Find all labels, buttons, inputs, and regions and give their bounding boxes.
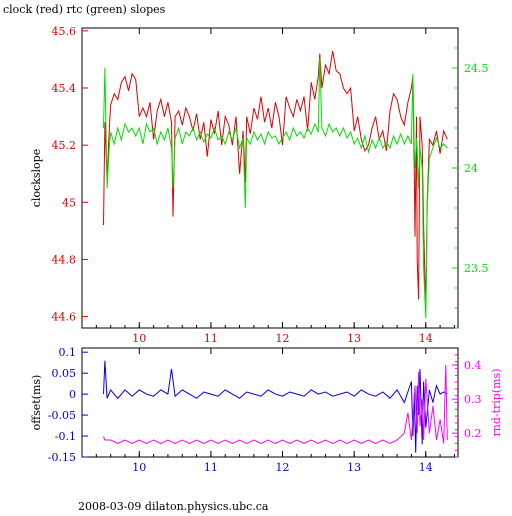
y-left-tick-label: -0.1 [55, 430, 76, 443]
y-right-tick-label: 0.2 [464, 427, 482, 440]
series-blue-line [103, 360, 448, 453]
y-left-tick-label: 44.8 [52, 253, 77, 266]
y-left-tick-label: 45 [62, 196, 76, 209]
y-left-tick-label: 45.6 [52, 25, 77, 38]
y-right-axis-title: rnd-trip(ms) [490, 369, 503, 437]
x-tick-label: 11 [204, 461, 218, 474]
y-left-tick-label: 0.05 [52, 367, 77, 380]
y-right-tick-label: 0.4 [464, 359, 482, 372]
y-right-tick-label: 24.5 [464, 62, 489, 75]
y-left-tick-label: 45.4 [52, 82, 77, 95]
y-left-axis-title: clockslope [30, 149, 43, 207]
x-tick-label: 14 [419, 461, 433, 474]
footer-text: 2008-03-09 dilaton.physics.ubc.ca [78, 500, 269, 513]
series-magenta-line [103, 364, 448, 444]
y-left-tick-label: -0.05 [48, 409, 76, 422]
y-left-tick-label: 44.6 [52, 311, 77, 324]
y-right-tick-label: 23.5 [464, 262, 489, 275]
series-red-line [103, 50, 448, 311]
y-left-axis-title: offset(ms) [30, 375, 43, 431]
x-tick-label: 12 [276, 332, 290, 345]
plot-frame [81, 27, 459, 329]
x-tick-label: 11 [204, 332, 218, 345]
y-right-tick-label: 24 [464, 162, 478, 175]
x-tick-label: 13 [347, 461, 361, 474]
y-left-tick-label: -0.15 [48, 451, 76, 464]
x-tick-label: 10 [132, 461, 146, 474]
y-right-tick-label: 0.3 [464, 393, 482, 406]
x-tick-label: 12 [276, 461, 290, 474]
series-green-line [103, 57, 448, 319]
panel-1: 10 11 12 13 14 44.6 44.8 45 45.2 45.4 45.6 23.5 24 24… [30, 25, 489, 345]
y-left-tick-label: 45.2 [52, 139, 77, 152]
y-left-tick-label: 0 [69, 388, 76, 401]
y-left-tick-label: 0.1 [59, 346, 77, 359]
x-tick-label: 13 [347, 332, 361, 345]
x-tick-label: 14 [419, 332, 433, 345]
panel-2: 10 11 12 13 14 -0.15 -0.1 -0.05 0 0.05 0.1 0.2 0.3 0.… [30, 346, 503, 474]
x-tick-label: 10 [132, 332, 146, 345]
chart-title: clock (red) rtc (green) slopes [3, 3, 166, 16]
